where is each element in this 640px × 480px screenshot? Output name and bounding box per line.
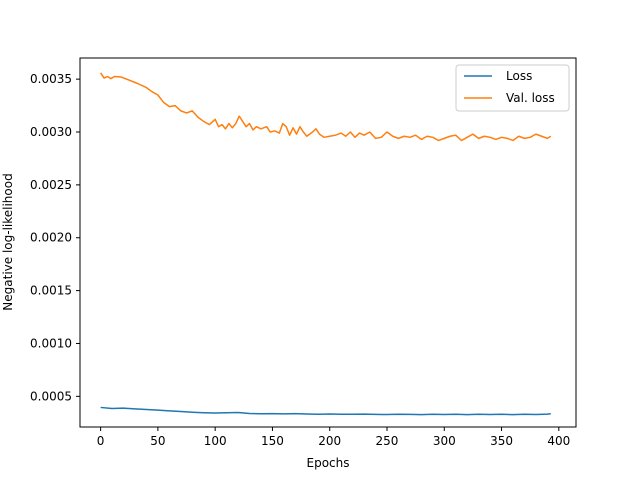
y-tick-label: 0.0005: [30, 389, 72, 403]
x-tick-label: 300: [433, 434, 456, 448]
series-line-val-loss: [99, 72, 552, 142]
axes-frame: [79, 57, 577, 428]
x-tick-label: 250: [376, 434, 399, 448]
y-tick-label: 0.0010: [30, 336, 72, 350]
series-layer: [99, 72, 552, 416]
legend: Loss Val. loss: [455, 64, 570, 112]
x-tick-label: 0: [97, 434, 105, 448]
y-axis: 0.0005 0.0010 0.0015 0.0020 0.0025 0.0030 0.00…: [30, 72, 80, 403]
x-axis-label: Epochs: [307, 456, 350, 470]
x-tick-label: 400: [547, 434, 570, 448]
y-tick-label: 0.0020: [30, 231, 72, 245]
x-tick-label: 100: [204, 434, 227, 448]
y-tick-label: 0.0015: [30, 284, 72, 298]
y-axis-label: Negative log-likelihood: [1, 173, 15, 310]
x-tick-label: 200: [318, 434, 341, 448]
x-tick-label: 50: [150, 434, 165, 448]
y-tick-label: 0.0025: [30, 178, 72, 192]
y-tick-label: 0.0030: [30, 125, 72, 139]
x-axis: 0 50 100 150 200 250 300 350 400: [97, 427, 570, 448]
x-tick-label: 150: [261, 434, 284, 448]
series-line-loss: [100, 406, 551, 416]
legend-label: Val. loss: [506, 91, 555, 105]
legend-label: Loss: [506, 69, 532, 83]
x-tick-label: 350: [490, 434, 513, 448]
y-tick-label: 0.0035: [30, 72, 72, 86]
